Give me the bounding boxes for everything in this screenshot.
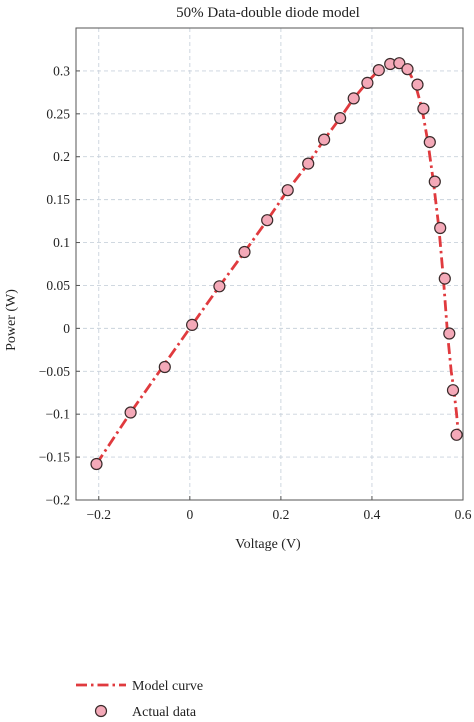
actual-data-point (281, 184, 294, 197)
y-tick-label: 0.2 (53, 149, 70, 164)
actual-data-point (124, 406, 137, 419)
model-curve-layer (95, 61, 460, 465)
y-tick-label: 0.3 (53, 63, 70, 78)
legend-actual-data-label: Actual data (132, 705, 197, 720)
actual-data-point (90, 457, 103, 471)
actual-data-point (450, 428, 463, 441)
actual-data-point (213, 280, 226, 293)
legend-actual-data-swatch (94, 704, 108, 718)
actual-data-point (443, 327, 456, 340)
actual-data-point (261, 214, 274, 227)
chart-title: 50% Data-double diode model (176, 5, 360, 21)
y-tick-label: 0 (63, 321, 70, 336)
actual-data-point (158, 360, 171, 374)
legend: Model curve Actual data (76, 679, 203, 720)
y-tick-label: 0.15 (46, 192, 70, 207)
actual-data-point (428, 175, 441, 188)
actual-data-point (318, 133, 331, 146)
actual-data-point (411, 78, 424, 91)
actual-data-point (186, 318, 199, 331)
y-tick-label: −0.2 (46, 493, 71, 508)
y-axis-label: Power (W) (4, 289, 19, 351)
x-axis-label: Voltage (V) (235, 537, 301, 552)
actual-data-point (238, 245, 251, 259)
actual-data-point (438, 272, 451, 285)
actual-data-point (302, 157, 315, 170)
legend-model-curve-label: Model curve (132, 679, 203, 694)
actual-data-point (347, 92, 360, 105)
actual-data-point (361, 76, 374, 90)
x-tick-label: 0.6 (455, 507, 472, 522)
grid (76, 28, 464, 501)
y-tick-label: 0.25 (46, 106, 70, 121)
actual-data-point (393, 57, 406, 70)
actual-data-point (434, 221, 447, 235)
y-axis: −0.2 −0.15 −0.1 −0.05 0 0.05 0.1 0.15 0.2 0.25 0.3 (39, 63, 80, 508)
x-axis: −0.2 0 0.2 0.4 0.6 (87, 496, 472, 522)
actual-data-point (334, 111, 347, 125)
y-tick-label: −0.15 (39, 450, 70, 465)
x-tick-label: 0.2 (272, 507, 289, 522)
model-curve-line (95, 61, 460, 465)
actual-data-point (401, 63, 414, 76)
x-tick-label: 0.4 (364, 507, 381, 522)
actual-data-point (423, 136, 436, 149)
actual-data-point (372, 63, 385, 77)
x-tick-label: −0.2 (87, 507, 112, 522)
plot-frame (75, 27, 464, 501)
actual-data-layer (90, 57, 463, 471)
y-tick-label: 0.1 (53, 235, 70, 250)
x-tick-label: 0 (186, 507, 193, 522)
y-tick-label: −0.05 (39, 364, 70, 379)
y-tick-label: −0.1 (46, 407, 71, 422)
actual-data-point (417, 102, 430, 115)
actual-data-point (446, 384, 460, 397)
y-tick-label: 0.05 (46, 278, 70, 293)
